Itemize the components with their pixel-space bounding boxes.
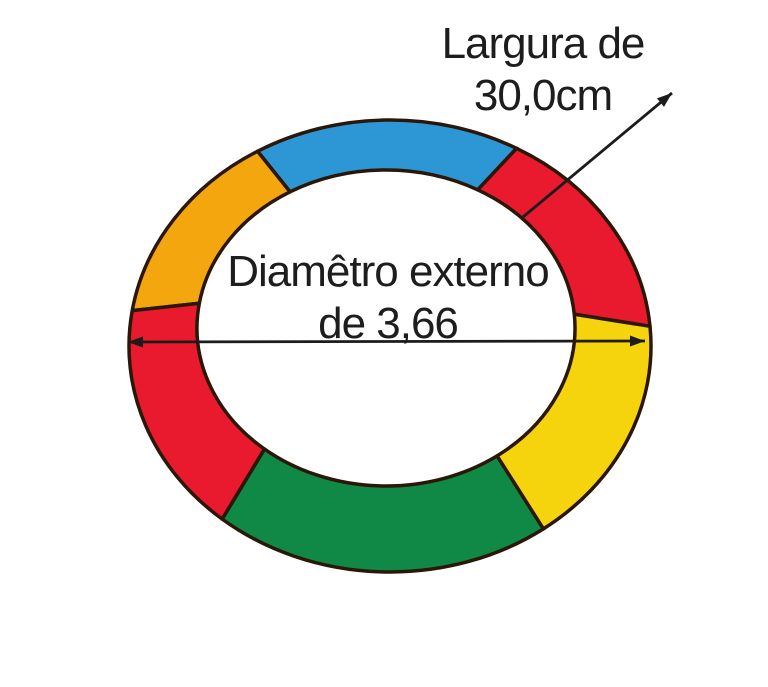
diameter-arrow-line — [127, 339, 646, 344]
width-arrow — [522, 91, 673, 219]
width-arrow-line — [522, 91, 673, 219]
width-arrow-arrowhead-icon — [656, 93, 672, 107]
diameter-arrow-arrowhead-icon — [128, 336, 144, 348]
diameter-arrow — [127, 335, 646, 348]
diameter-annotation-value: de 3,66 — [318, 299, 459, 348]
width-annotation-text: Largura de — [441, 19, 646, 68]
width-annotation-value: 30,0cm — [473, 71, 613, 120]
width-annotation: Largura de 30,0cm — [398, 18, 688, 122]
measurement-arrows — [127, 91, 673, 348]
pad-segment-blue-top — [255, 118, 519, 194]
diameter-annotation: Diamêtro externo de 3,66 — [218, 246, 558, 350]
pad-segment-green-bottom — [220, 447, 546, 574]
diameter-annotation-text: Diamêtro externo — [227, 247, 549, 296]
diameter-arrow-arrowhead-icon — [629, 335, 645, 347]
pad-ring — [127, 118, 653, 574]
pad-segment-yellow-right — [495, 312, 653, 531]
